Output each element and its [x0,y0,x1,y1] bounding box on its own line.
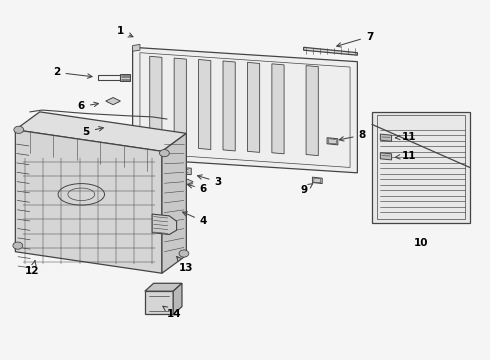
Polygon shape [152,214,176,234]
Polygon shape [176,167,191,175]
Polygon shape [167,205,184,213]
Text: 7: 7 [337,32,373,47]
Text: 4: 4 [183,212,207,226]
Text: 8: 8 [339,130,366,141]
Polygon shape [372,112,470,223]
Polygon shape [174,58,186,148]
Text: 6: 6 [78,102,98,112]
Polygon shape [380,153,392,160]
Polygon shape [169,148,176,154]
Circle shape [14,126,24,134]
Polygon shape [272,64,284,154]
Polygon shape [145,283,182,291]
Polygon shape [247,62,260,152]
Text: 14: 14 [163,306,181,319]
Polygon shape [380,134,392,141]
Text: 2: 2 [53,67,92,78]
Polygon shape [150,56,162,146]
Text: 1: 1 [117,26,133,37]
Polygon shape [15,112,186,151]
Polygon shape [162,134,186,273]
Circle shape [13,242,23,249]
Polygon shape [327,138,338,145]
Text: 3: 3 [197,175,222,187]
Polygon shape [106,98,121,105]
Text: 5: 5 [83,127,103,136]
Polygon shape [182,179,193,184]
Text: 6: 6 [188,184,207,194]
Polygon shape [306,66,318,156]
Polygon shape [133,47,357,173]
Polygon shape [133,44,140,51]
Polygon shape [107,123,117,130]
Text: 11: 11 [395,132,416,142]
Polygon shape [198,59,211,149]
Polygon shape [223,61,235,151]
Text: 12: 12 [25,261,40,276]
Circle shape [179,250,189,257]
Polygon shape [15,130,162,273]
Polygon shape [121,74,130,81]
Circle shape [159,149,169,157]
Text: 11: 11 [395,151,416,161]
Text: 10: 10 [414,238,428,248]
Polygon shape [313,177,322,184]
Text: 13: 13 [177,257,194,273]
Polygon shape [173,283,182,315]
Polygon shape [304,47,357,55]
Polygon shape [145,291,173,315]
Text: 9: 9 [300,184,313,195]
